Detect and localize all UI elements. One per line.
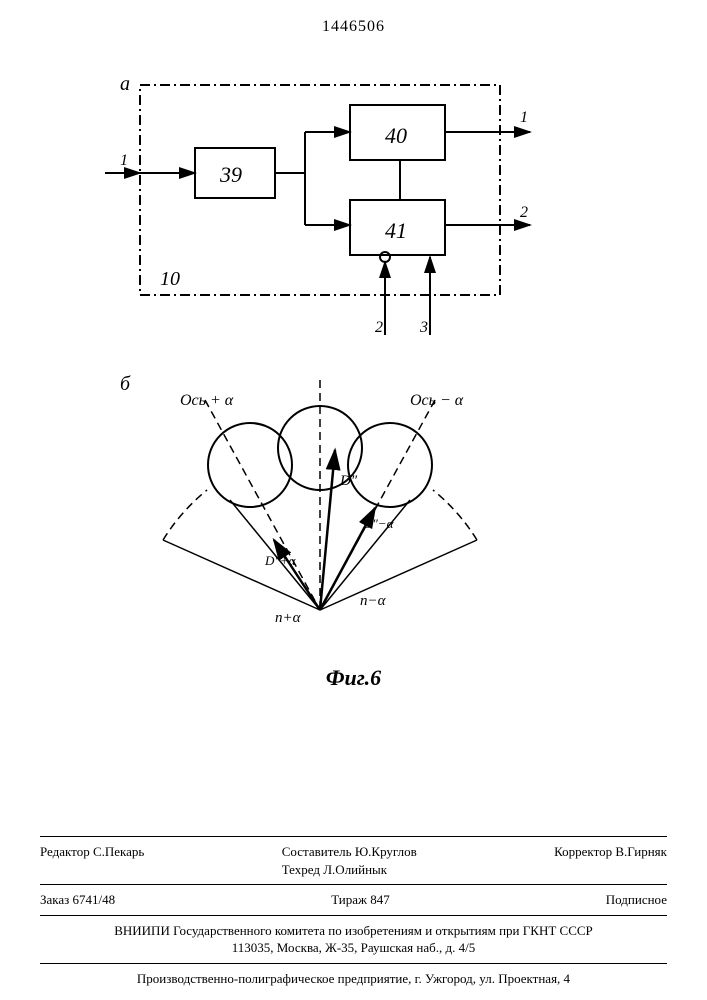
input-2-label: 2: [375, 319, 383, 336]
block-41-label: 41: [385, 218, 407, 243]
angle-left-label: n+α: [275, 610, 302, 626]
techred-label: Техред Л.Олийнык: [282, 861, 417, 879]
figure-caption: Фиг.6: [0, 665, 707, 691]
input-3-label: 3: [419, 319, 428, 336]
container-label: 10: [160, 268, 180, 290]
footer-block: Редактор С.Пекарь Составитель Ю.Круглов …: [40, 830, 667, 987]
output-2-label: 2: [520, 204, 528, 221]
order-label: Заказ 6741/48: [40, 891, 115, 909]
block-39-label: 39: [219, 162, 242, 187]
panel-label-a: а: [120, 73, 130, 95]
axis-right-label: Ось − α: [410, 392, 464, 409]
block-diagram-a: а 10 39 40 41 1: [100, 70, 540, 350]
printer-line: Производственно-полиграфическое предприя…: [40, 970, 667, 988]
vector-left-label: D″+α: [264, 553, 297, 568]
document-number: 1446506: [0, 18, 707, 36]
input-1-label: 1: [120, 152, 128, 169]
angle-right-label: n−α: [360, 593, 387, 609]
vector-center-label: D″: [339, 473, 358, 489]
org-line2: 113035, Москва, Ж-35, Раушская наб., д. …: [40, 939, 667, 957]
org-line1: ВНИИПИ Государственного комитета по изоб…: [40, 922, 667, 940]
corrector-label: Корректор В.Гирняк: [554, 843, 667, 878]
editor-label: Редактор С.Пекарь: [40, 843, 144, 878]
compiler-label: Составитель Ю.Круглов: [282, 843, 417, 861]
block-40-label: 40: [385, 123, 407, 148]
vector-right-label: D″−α: [362, 516, 395, 531]
panel-label-b: б: [120, 373, 131, 395]
output-1-label: 1: [520, 109, 528, 126]
tirage-label: Тираж 847: [331, 891, 390, 909]
subscription-label: Подписное: [606, 891, 667, 909]
vector-diagram-b: б Ось + α Ось − α: [100, 370, 540, 660]
axis-left-label: Ось + α: [180, 392, 234, 409]
